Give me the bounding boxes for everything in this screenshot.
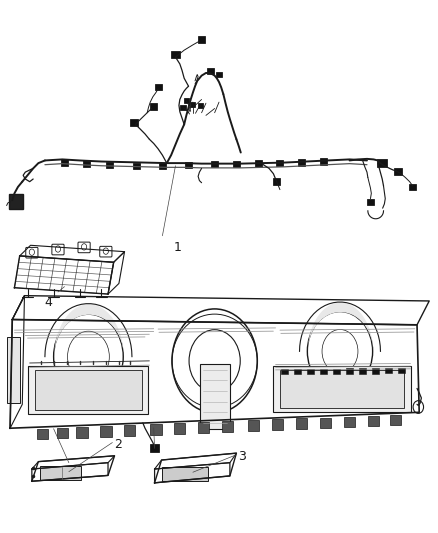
Bar	[320, 369, 327, 374]
FancyBboxPatch shape	[174, 423, 185, 434]
FancyBboxPatch shape	[7, 337, 20, 403]
FancyBboxPatch shape	[78, 242, 90, 253]
FancyBboxPatch shape	[124, 425, 135, 436]
FancyBboxPatch shape	[280, 370, 403, 408]
Bar	[216, 72, 222, 77]
FancyBboxPatch shape	[162, 467, 208, 481]
Bar	[333, 368, 340, 374]
Bar	[198, 36, 205, 43]
Bar	[150, 445, 159, 453]
FancyBboxPatch shape	[57, 428, 68, 438]
Bar	[394, 167, 402, 174]
FancyBboxPatch shape	[37, 429, 48, 439]
Bar	[61, 159, 68, 166]
Bar	[83, 160, 90, 167]
FancyBboxPatch shape	[100, 246, 112, 257]
Text: 3: 3	[238, 450, 246, 463]
Bar	[298, 159, 305, 166]
Bar	[254, 160, 261, 167]
FancyBboxPatch shape	[222, 422, 233, 432]
Bar	[276, 160, 283, 166]
Bar	[294, 369, 301, 374]
FancyBboxPatch shape	[26, 247, 38, 258]
Bar	[211, 161, 218, 167]
Bar	[359, 368, 366, 374]
FancyBboxPatch shape	[248, 421, 259, 431]
Bar	[180, 106, 186, 110]
Bar	[155, 84, 162, 90]
FancyBboxPatch shape	[9, 195, 23, 209]
Bar	[409, 184, 416, 190]
FancyBboxPatch shape	[100, 426, 112, 437]
FancyBboxPatch shape	[76, 427, 88, 438]
Bar	[190, 102, 195, 107]
FancyBboxPatch shape	[52, 244, 64, 255]
Bar	[233, 161, 240, 167]
Bar	[159, 163, 166, 169]
Bar	[378, 159, 387, 167]
FancyBboxPatch shape	[344, 417, 355, 427]
FancyBboxPatch shape	[296, 418, 307, 429]
Bar	[307, 369, 314, 374]
FancyBboxPatch shape	[390, 415, 401, 425]
FancyBboxPatch shape	[368, 416, 379, 426]
Bar	[398, 368, 405, 374]
Bar	[185, 161, 192, 168]
FancyBboxPatch shape	[272, 419, 283, 430]
FancyBboxPatch shape	[40, 466, 81, 480]
Bar	[385, 368, 392, 374]
FancyBboxPatch shape	[28, 366, 148, 414]
Text: 1: 1	[173, 241, 181, 254]
Bar	[106, 161, 113, 168]
Bar	[198, 103, 203, 108]
FancyBboxPatch shape	[35, 370, 141, 410]
Bar	[133, 163, 140, 169]
Bar	[372, 368, 379, 374]
FancyBboxPatch shape	[273, 366, 411, 413]
FancyBboxPatch shape	[200, 364, 230, 429]
Bar	[130, 119, 138, 126]
Bar	[272, 178, 280, 185]
Bar	[346, 368, 353, 374]
Bar	[150, 103, 157, 110]
FancyBboxPatch shape	[320, 417, 331, 428]
Text: 2: 2	[114, 438, 122, 450]
FancyBboxPatch shape	[150, 424, 162, 435]
Bar	[207, 68, 214, 74]
Bar	[320, 158, 327, 165]
Bar	[367, 199, 374, 205]
FancyBboxPatch shape	[198, 422, 209, 433]
Bar	[281, 369, 288, 374]
Bar	[184, 99, 189, 103]
Bar	[171, 51, 180, 58]
Text: 4: 4	[45, 296, 53, 309]
